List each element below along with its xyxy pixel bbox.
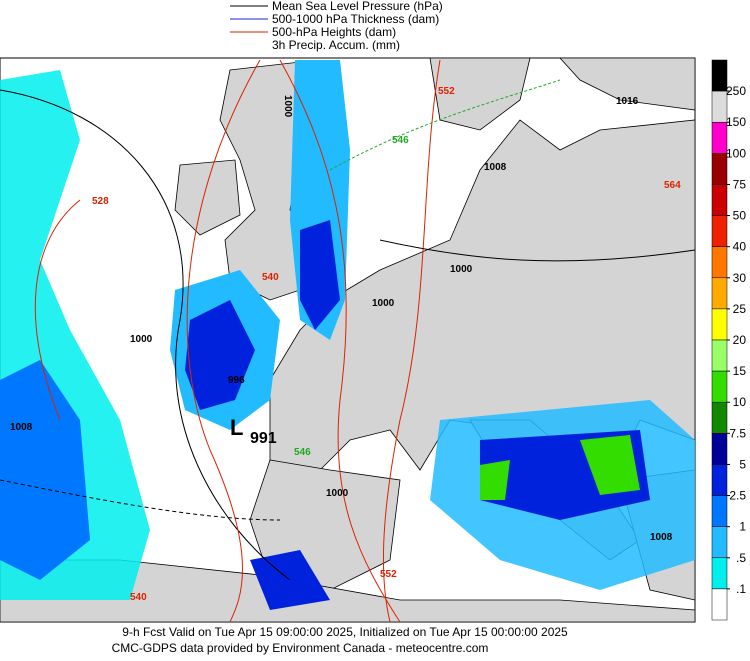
colorbar-label: 5 <box>739 457 746 471</box>
precip-area <box>300 220 340 330</box>
height-contour <box>34 199 81 421</box>
colorbar-segment <box>711 215 728 247</box>
colorbar-label: 50 <box>733 209 747 223</box>
colorbar-segment <box>711 401 728 434</box>
colorbar: 250 150 100 75 50 40 30 25 20 15 10 7.5 5 2.5 1 .5 .1 <box>711 59 747 621</box>
thickness-contour <box>0 479 281 521</box>
height-contour <box>382 59 441 623</box>
colorbar-segment <box>711 121 728 154</box>
precipitation <box>0 60 695 610</box>
contour-label: 546 <box>392 135 409 146</box>
colorbar-label: 25 <box>733 302 747 316</box>
colorbar-segment <box>711 464 728 496</box>
scandinavia <box>429 57 531 131</box>
colorbar-label: 20 <box>733 333 747 347</box>
height-contour <box>279 59 401 623</box>
colorbar-segment <box>711 153 728 185</box>
precip-area <box>480 460 510 500</box>
colorbar-segment <box>711 59 728 92</box>
contour-label: 1008 <box>484 162 507 173</box>
isobar <box>379 239 696 262</box>
precip-area <box>0 360 90 580</box>
contour-label: 1000 <box>326 488 349 499</box>
legend-label: 3h Precip. Accum. (mm) <box>272 38 400 52</box>
colorbar-segment <box>711 433 728 465</box>
contour-label: 1008 <box>10 422 33 433</box>
colorbar-segment <box>711 557 728 590</box>
colorbar-label: 15 <box>733 364 747 378</box>
colorbar-segment <box>711 588 728 621</box>
colorbar-segment <box>711 90 728 123</box>
contour-label: 1000 <box>130 334 153 345</box>
contour-label: 552 <box>438 86 455 97</box>
contour-label: 564 <box>664 180 681 191</box>
footer-line: CMC-GDPS data provided by Environment Ca… <box>112 641 489 655</box>
map-labels: 1016 1000 528 546 540 552 564 1000 1000 … <box>10 86 681 603</box>
legend-label: 500-1000 hPa Thickness (dam) <box>272 12 439 26</box>
colorbar-segment <box>711 308 728 341</box>
colorbar-segment <box>711 495 728 527</box>
colorbar-label: 1 <box>739 520 746 534</box>
colorbar-label: 250 <box>726 84 746 98</box>
colorbar-segment <box>711 246 728 279</box>
colorbar-segment <box>711 339 728 372</box>
colorbar-segment <box>711 277 728 310</box>
contour-label: 1000 <box>372 298 395 309</box>
contour-label: 996 <box>228 375 245 386</box>
precip-area <box>185 300 255 410</box>
legend-label: Mean Sea Level Pressure (hPa) <box>272 0 443 13</box>
colorbar-label: .5 <box>736 551 746 565</box>
contour-label: 540 <box>130 592 147 603</box>
contour-label: 1000 <box>450 264 473 275</box>
ireland <box>174 159 241 236</box>
colorbar-label: 150 <box>726 115 746 129</box>
map: 1016 1000 528 546 540 552 564 1000 1000 … <box>0 57 696 623</box>
colorbar-label: .1 <box>736 582 746 596</box>
low-pressure-marker: L <box>230 415 243 440</box>
low-pressure-value: 991 <box>250 430 277 447</box>
colorbar-label: 10 <box>733 395 747 409</box>
colorbar-segment <box>711 184 728 216</box>
height-contour <box>186 59 261 623</box>
contour-label: 1008 <box>650 532 673 543</box>
colorbar-segment <box>711 370 728 403</box>
legend: Mean Sea Level Pressure (hPa)500-1000 hP… <box>230 0 443 52</box>
thickness-contour <box>329 79 561 171</box>
colorbar-label: 75 <box>733 177 747 191</box>
contour-label: 1016 <box>616 96 639 107</box>
contours <box>0 59 696 623</box>
contour-label: 540 <box>262 272 279 283</box>
colorbar-label: 2.5 <box>729 489 746 503</box>
africa <box>0 559 696 623</box>
colorbar-segment <box>711 526 728 559</box>
colorbar-label: 40 <box>733 240 747 254</box>
legend-label: 500-hPa Heights (dam) <box>272 25 396 39</box>
isobar <box>0 89 291 581</box>
contour-label: 1000 <box>282 95 293 118</box>
contour-label: 546 <box>294 447 311 458</box>
colorbar-label: 30 <box>733 271 747 285</box>
colorbar-label: 100 <box>726 146 746 160</box>
colorbar-label: 7.5 <box>729 426 746 440</box>
precip-area <box>580 435 640 495</box>
finland <box>559 57 696 111</box>
footer-line: 9-h Fcst Valid on Tue Apr 15 09:00:00 20… <box>122 625 568 639</box>
contour-label: 528 <box>92 196 109 207</box>
contour-label: 552 <box>380 569 397 580</box>
